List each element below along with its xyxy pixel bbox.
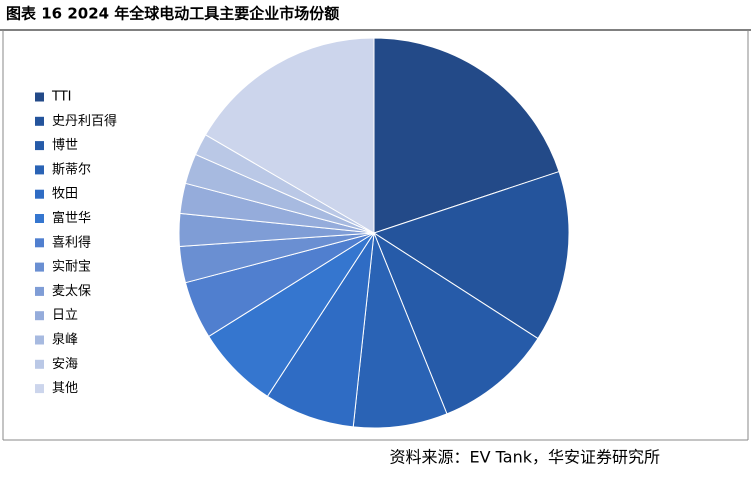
pie-slice (372, 231, 539, 415)
legend-swatch (35, 286, 44, 296)
legend-swatch (35, 116, 44, 126)
legend-label: 实耐宝 (52, 260, 91, 275)
pie-slice (352, 232, 448, 429)
legend-label: 斯蒂尔 (52, 162, 91, 177)
legend-swatch (35, 141, 44, 151)
legend-label: 其他 (52, 381, 78, 396)
legend-label: 安海 (52, 357, 78, 372)
legend-swatch (35, 92, 44, 102)
legend-swatch (35, 262, 44, 272)
legend-swatch (35, 189, 44, 199)
legend-label: 富世华 (52, 210, 91, 226)
legend-label: 泉峰 (52, 332, 78, 348)
chart-title: 图表 16 2024 年全球电动工具主要企业市场份额 (6, 5, 339, 23)
legend-swatch (35, 165, 44, 175)
legend-label: 牧田 (52, 187, 78, 202)
legend-label: 博世 (52, 138, 78, 153)
legend-label: 史丹利百得 (52, 113, 117, 129)
legend-swatch (35, 311, 44, 321)
legend-label: 喜利得 (52, 234, 91, 250)
source-note: 资料来源：EV Tank，华安证券研究所 (390, 448, 660, 467)
legend-swatch (35, 359, 44, 369)
pie-slice (373, 37, 560, 234)
legend-label: TTI (51, 90, 72, 105)
legend-swatch (35, 238, 44, 248)
pie-slice (204, 37, 375, 234)
pie-slice (372, 170, 570, 340)
legend-label: 麦太保 (52, 284, 91, 299)
pie (178, 37, 570, 429)
legend-swatch (35, 214, 44, 223)
legend-swatch (35, 384, 44, 394)
legend-swatch (35, 335, 44, 345)
legend-label: 日立 (52, 308, 78, 323)
